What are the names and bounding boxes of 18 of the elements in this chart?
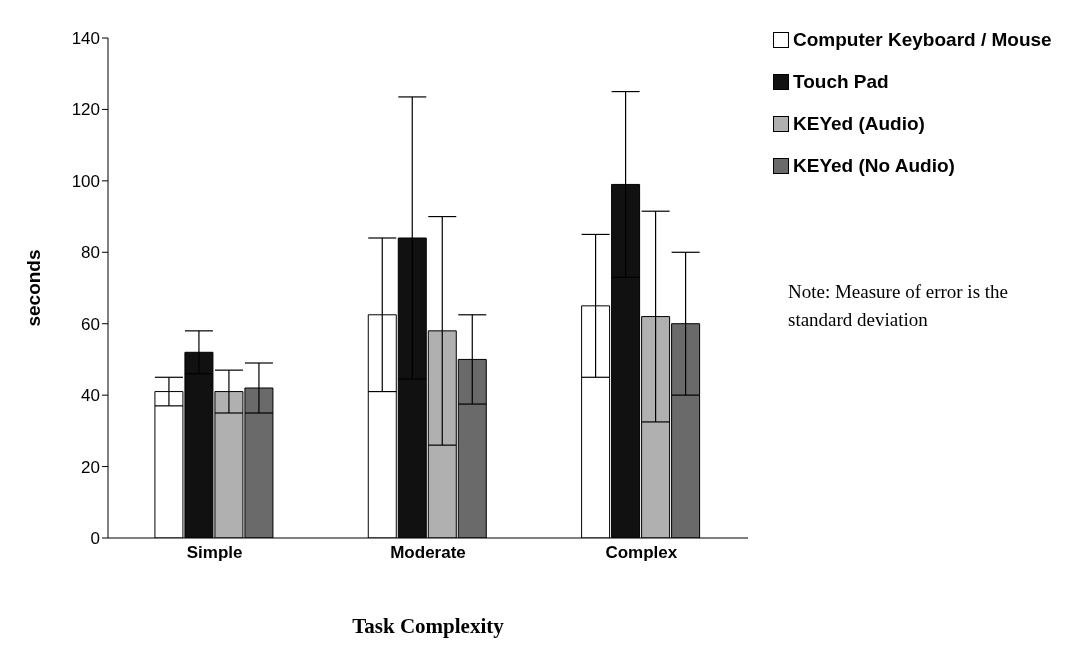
y-tick-label: 80 bbox=[81, 243, 100, 263]
y-tick-label: 0 bbox=[90, 529, 100, 549]
y-tick-label: 20 bbox=[81, 457, 100, 477]
x-tick-label: Simple bbox=[186, 543, 243, 563]
legend-label: KEYed (Audio) bbox=[793, 112, 926, 136]
legend-label: KEYed (No Audio) bbox=[793, 154, 956, 178]
y-tick-label: 140 bbox=[71, 29, 100, 49]
y-tick-label: 100 bbox=[71, 171, 100, 191]
legend-label: Computer Keyboard / Mouse bbox=[793, 28, 1053, 52]
x-tick-label: Moderate bbox=[390, 543, 466, 563]
y-tick-label: 60 bbox=[81, 314, 100, 334]
y-tick-label: 120 bbox=[71, 100, 100, 120]
text: Note: Measure of error is the standard deviation bbox=[788, 280, 1009, 332]
legend-label: Touch Pad bbox=[793, 70, 890, 94]
y-tick-label: 40 bbox=[81, 386, 100, 406]
x-tick-label: Complex bbox=[605, 543, 678, 563]
x-axis-title: Task Complexity bbox=[352, 614, 505, 638]
y-axis-title: seconds bbox=[22, 249, 44, 327]
